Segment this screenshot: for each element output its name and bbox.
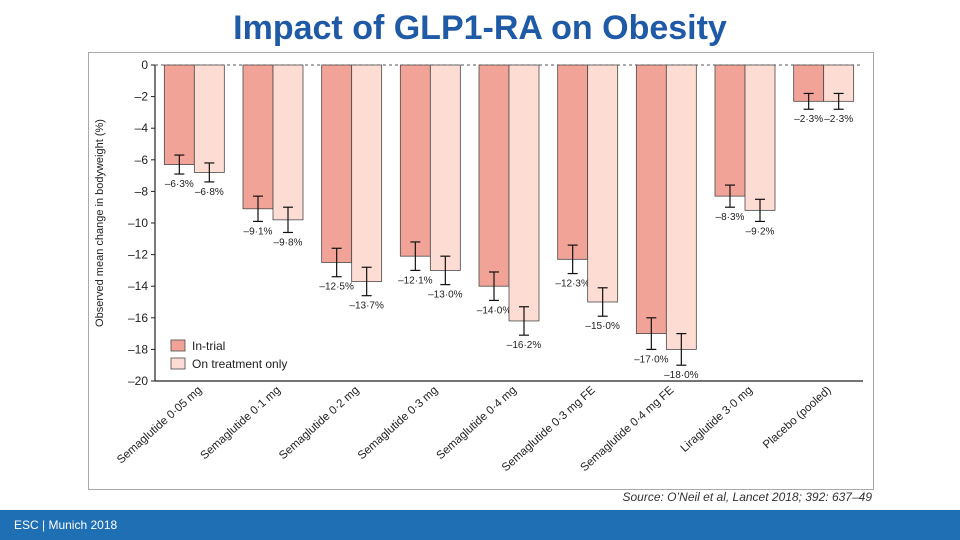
bar-in-trial-5 bbox=[478, 64, 510, 287]
bar-chart: Observed mean change in bodyweight (%) 0 –… bbox=[94, 58, 863, 474]
data-label: –9·1% bbox=[244, 226, 273, 237]
bar-in-trial-6 bbox=[557, 64, 589, 260]
y-tick-label: –20 bbox=[128, 374, 148, 388]
y-tick-label: –10 bbox=[128, 216, 148, 230]
bar-in-trial-1 bbox=[163, 64, 195, 165]
bar-on-treatment-6 bbox=[587, 64, 619, 303]
data-label: –8·3% bbox=[716, 212, 745, 223]
data-label: –12·3% bbox=[555, 279, 590, 290]
chart-panel: Observed mean change in bodyweight (%) 0 –… bbox=[88, 52, 874, 490]
data-label: –2·3% bbox=[794, 114, 823, 125]
slide-title: Impact of GLP1-RA on Obesity bbox=[233, 9, 727, 47]
data-label: –15·0% bbox=[585, 321, 620, 332]
bar-in-trial-8 bbox=[714, 64, 746, 197]
y-tick-label: –2 bbox=[135, 90, 149, 104]
data-label: –18·0% bbox=[664, 370, 699, 381]
y-tick-label: –12 bbox=[128, 248, 148, 262]
x-tick-label: Placebo (pooled) bbox=[761, 384, 834, 451]
bar-on-treatment-2 bbox=[272, 64, 304, 221]
bar-in-trial-2 bbox=[242, 64, 274, 210]
legend-label: In-trial bbox=[192, 339, 225, 353]
y-axis-label: Observed mean change in bodyweight (%) bbox=[94, 119, 106, 327]
x-tick-label: Liraglutide 3·0 mg bbox=[679, 384, 755, 455]
bar-on-treatment-4 bbox=[429, 64, 461, 271]
bar-on-treatment-7 bbox=[665, 64, 697, 350]
y-tick-label: –8 bbox=[135, 184, 149, 198]
x-tick-label: Semaglutide 0·4 mg bbox=[434, 384, 519, 462]
legend-label: On treatment only bbox=[192, 357, 287, 371]
bar-in-trial-7 bbox=[635, 64, 667, 335]
legend-swatch bbox=[170, 339, 186, 352]
data-label: –2·3% bbox=[824, 114, 853, 125]
x-tick-label: Semaglutide 0·3 mg bbox=[356, 384, 441, 462]
x-tick-label: Semaglutide 0·1 mg bbox=[198, 384, 283, 462]
x-tick-label: Semaglutide 0·4 mg FE bbox=[579, 384, 677, 474]
data-label: –9·8% bbox=[274, 237, 303, 248]
x-tick-label: Semaglutide 0·2 mg bbox=[277, 384, 362, 462]
data-label: –6·8% bbox=[195, 187, 224, 198]
y-tick-label: –16 bbox=[128, 311, 148, 325]
data-label: –9·2% bbox=[746, 226, 775, 237]
bar-on-treatment-3 bbox=[351, 64, 383, 282]
footer-bar: ESC | Munich 2018 bbox=[0, 510, 960, 540]
y-tick-label: –14 bbox=[128, 279, 148, 293]
data-label: –14·0% bbox=[477, 305, 512, 316]
x-tick-label: Semaglutide 0·05 mg bbox=[115, 384, 204, 466]
y-tick-label: 0 bbox=[141, 58, 148, 72]
data-label: –17·0% bbox=[634, 354, 669, 365]
source-citation: Source: O’Neil et al, Lancet 2018; 392: … bbox=[622, 490, 872, 504]
data-label: –13·0% bbox=[428, 290, 463, 301]
bar-on-treatment-5 bbox=[508, 64, 540, 322]
bar-on-treatment-8 bbox=[744, 64, 776, 211]
data-label: –13·7% bbox=[349, 301, 384, 312]
y-tick-label: –6 bbox=[135, 153, 149, 167]
legend-swatch bbox=[170, 357, 186, 370]
y-tick-label: –18 bbox=[128, 342, 148, 356]
data-label: –12·1% bbox=[398, 275, 433, 286]
data-label: –16·2% bbox=[507, 340, 542, 351]
data-label: –6·3% bbox=[165, 179, 194, 190]
data-label: –12·5% bbox=[319, 282, 354, 293]
bar-in-trial-3 bbox=[321, 64, 353, 263]
footer-text: ESC | Munich 2018 bbox=[14, 518, 118, 532]
bar-on-treatment-1 bbox=[193, 64, 225, 173]
bar-in-trial-4 bbox=[399, 64, 431, 257]
y-tick-label: –4 bbox=[135, 121, 149, 135]
